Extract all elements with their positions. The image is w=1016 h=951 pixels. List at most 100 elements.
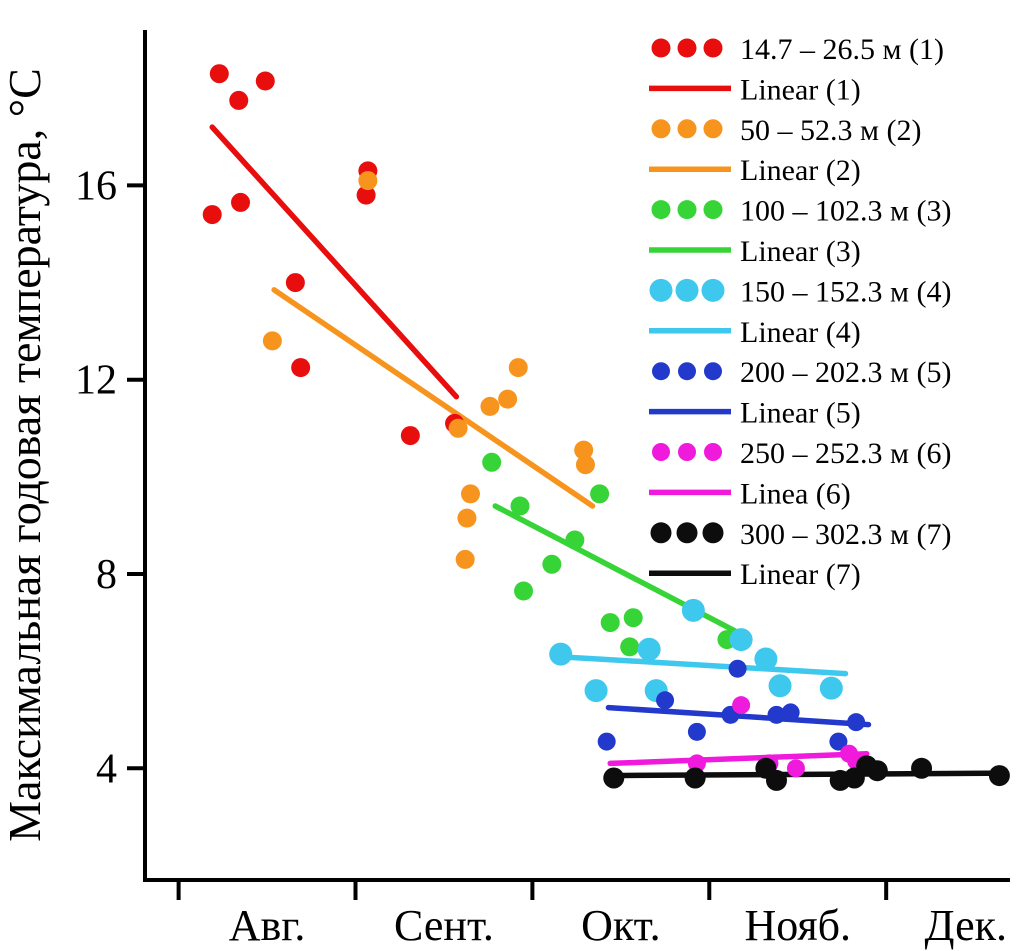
data-point: [729, 628, 753, 652]
y-tick-label: 16: [75, 163, 117, 209]
data-point: [728, 659, 747, 678]
data-point: [656, 691, 675, 710]
trend-line-2: [271, 287, 596, 509]
series-2-points: [262, 171, 595, 569]
legend-series-label: 300 – 302.3 м (7): [740, 518, 951, 551]
data-point: [768, 674, 792, 698]
legend-dot-marker: [678, 362, 696, 381]
data-point: [358, 171, 378, 191]
axes: 4 8 12 16 Авг. Сент. Окт. Нояб. Дек. Максимальная…: [0, 30, 1010, 950]
legend-dot-marker: [675, 278, 699, 302]
series-1-points: [202, 64, 465, 446]
data-point: [732, 696, 751, 715]
data-point: [508, 358, 528, 378]
data-point: [549, 642, 573, 666]
data-point: [681, 598, 705, 622]
data-point: [600, 613, 620, 633]
data-point: [448, 418, 468, 438]
data-point: [781, 703, 800, 722]
data-point: [766, 769, 788, 791]
y-axis-title: Максимальная годовая температура, °С: [0, 68, 50, 842]
data-point: [209, 64, 229, 84]
data-point: [455, 549, 475, 569]
legend-dot-marker: [651, 200, 671, 220]
legend-entry-4: 150 – 152.3 м (4) Linear (4): [649, 275, 951, 349]
legend-entry-6: 250 – 252.3 м (6) Linea (6): [649, 437, 951, 510]
trend-line-4: [554, 653, 849, 677]
data-point: [460, 484, 480, 504]
x-month-label: Авг.: [229, 901, 306, 950]
legend-dot-marker: [677, 38, 697, 58]
data-point: [229, 90, 249, 110]
legend-entry-5: 200 – 202.3 м (5) Linear (5): [649, 356, 951, 430]
legend-entry-3: 100 – 102.3 м (3) Linear (3): [649, 195, 951, 268]
data-point: [231, 192, 251, 212]
data-point: [866, 760, 888, 782]
legend-entry-1: 14.7 – 26.5 м (1) Linear (1): [649, 33, 944, 106]
series-7-points: [603, 755, 1010, 791]
data-point: [623, 608, 643, 628]
data-point: [202, 205, 222, 225]
data-point: [291, 358, 311, 378]
legend-entry-7: 300 – 302.3 м (7) Linear (7): [649, 518, 951, 591]
data-point: [684, 767, 706, 789]
legend: 14.7 – 26.5 м (1) Linear (1) 50 – 52.3 м (…: [649, 33, 951, 591]
data-point: [988, 765, 1010, 787]
legend-dot-marker: [703, 38, 723, 58]
legend-dot-marker: [652, 443, 670, 461]
data-point: [597, 732, 616, 751]
legend-dot-marker: [704, 443, 722, 461]
data-point: [400, 426, 420, 446]
data-point: [575, 455, 595, 475]
data-point: [637, 637, 661, 661]
data-point: [620, 637, 640, 657]
axis-lines: [143, 30, 1010, 882]
legend-dot-marker: [704, 362, 722, 381]
legend-linear-label: Linear (2): [740, 154, 861, 187]
data-point: [687, 722, 706, 741]
legend-dot-marker: [678, 443, 696, 461]
legend-dot-marker: [650, 522, 672, 544]
legend-series-label: 100 – 102.3 м (3): [740, 195, 951, 228]
data-point: [786, 759, 805, 778]
data-point: [514, 581, 534, 601]
legend-dot-marker: [651, 119, 671, 139]
data-point: [542, 554, 562, 574]
data-point: [847, 713, 866, 732]
data-point: [829, 732, 848, 751]
legend-linear-label: Linear (3): [740, 235, 861, 268]
legend-series-label: 150 – 152.3 м (4): [740, 275, 951, 308]
trend-line-1: [209, 124, 460, 400]
legend-linear-label: Linear (4): [740, 316, 861, 349]
data-point: [590, 484, 610, 504]
data-point: [574, 440, 594, 460]
y-tick-label: 8: [96, 552, 117, 598]
trend-line-7: [607, 770, 1010, 779]
legend-dot-marker: [703, 200, 723, 220]
data-point: [911, 757, 933, 779]
legend-dot-marker: [703, 119, 723, 139]
legend-series-label: 50 – 52.3 м (2): [740, 114, 921, 147]
legend-dot-marker: [677, 119, 697, 139]
x-month-label: Окт.: [581, 901, 661, 950]
data-point: [480, 396, 500, 416]
data-point: [767, 705, 786, 724]
y-tick-label: 12: [75, 358, 117, 404]
data-point: [510, 496, 530, 516]
legend-entry-2: 50 – 52.3 м (2) Linear (2): [649, 114, 921, 187]
data-point: [255, 71, 275, 91]
legend-linear-label: Linear (5): [740, 397, 861, 430]
data-point: [262, 331, 282, 351]
legend-linear-label: Linea (6): [740, 477, 851, 510]
data-point: [356, 185, 376, 205]
data-point: [457, 508, 477, 528]
legend-dot-marker: [676, 522, 698, 544]
data-point: [498, 389, 518, 409]
series-3-points: [482, 452, 737, 657]
x-month-label: Нояб.: [744, 901, 851, 950]
data-points: [202, 64, 1010, 791]
legend-linear-label: Linear (1): [740, 73, 861, 106]
legend-dot-marker: [702, 522, 724, 544]
